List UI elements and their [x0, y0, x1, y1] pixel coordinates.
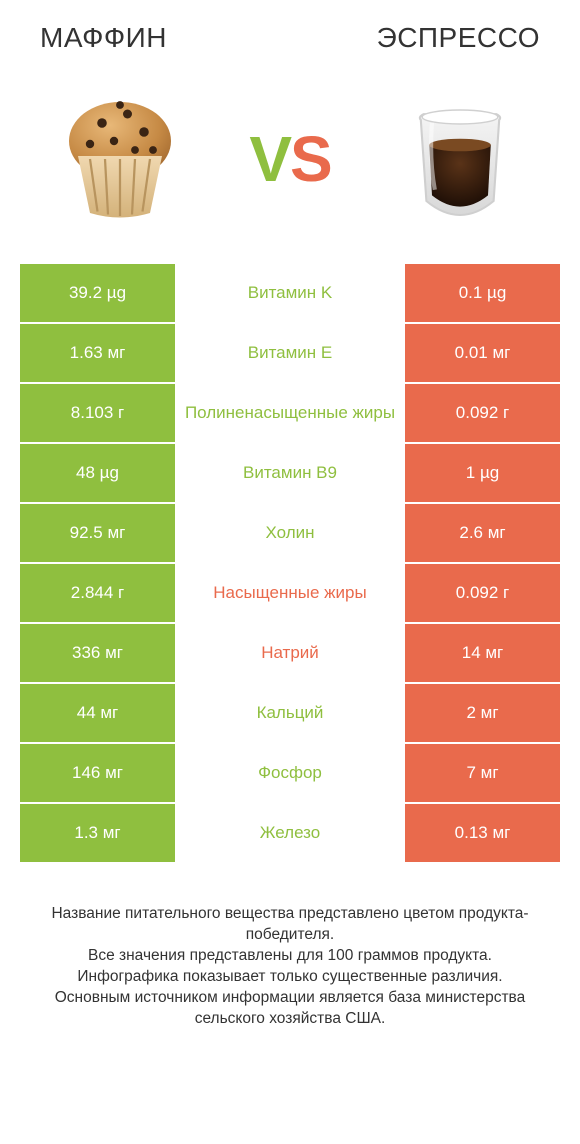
nutrient-label: Витамин B9 — [175, 444, 405, 502]
left-value: 1.3 мг — [20, 804, 175, 862]
left-value: 92.5 мг — [20, 504, 175, 562]
left-value: 1.63 мг — [20, 324, 175, 382]
right-value: 0.092 г — [405, 564, 560, 622]
table-row: 1.3 мгЖелезо0.13 мг — [20, 804, 560, 864]
table-row: 1.63 мгВитамин E0.01 мг — [20, 324, 560, 384]
left-value: 39.2 µg — [20, 264, 175, 322]
table-row: 336 мгНатрий14 мг — [20, 624, 560, 684]
left-value: 2.844 г — [20, 564, 175, 622]
nutrient-label: Натрий — [175, 624, 405, 682]
table-row: 8.103 гПолиненасыщенные жиры0.092 г — [20, 384, 560, 444]
table-row: 39.2 µgВитамин K0.1 µg — [20, 264, 560, 324]
nutrient-label: Фосфор — [175, 744, 405, 802]
right-value: 0.01 мг — [405, 324, 560, 382]
right-value: 1 µg — [405, 444, 560, 502]
footer-line: Основным источником информации является … — [30, 988, 550, 1030]
nutrient-table: 39.2 µgВитамин K0.1 µg1.63 мгВитамин E0.… — [20, 264, 560, 864]
table-row: 146 мгФосфор7 мг — [20, 744, 560, 804]
right-value: 0.13 мг — [405, 804, 560, 862]
left-product-title: МАФФИН — [40, 22, 167, 54]
left-value: 8.103 г — [20, 384, 175, 442]
nutrient-label: Холин — [175, 504, 405, 562]
table-row: 48 µgВитамин B91 µg — [20, 444, 560, 504]
nutrient-label: Железо — [175, 804, 405, 862]
nutrient-label: Кальций — [175, 684, 405, 742]
right-value: 14 мг — [405, 624, 560, 682]
nutrient-label: Витамин K — [175, 264, 405, 322]
footer-line: Все значения представлены для 100 граммо… — [30, 946, 550, 967]
vs-letter-s: S — [290, 123, 331, 195]
right-value: 2 мг — [405, 684, 560, 742]
nutrient-label: Насыщенные жиры — [175, 564, 405, 622]
right-product-title: ЭСПРЕССО — [377, 22, 540, 54]
right-value: 2.6 мг — [405, 504, 560, 562]
footer-notes: Название питательного вещества представл… — [0, 864, 580, 1030]
table-row: 2.844 гНасыщенные жиры0.092 г — [20, 564, 560, 624]
left-value: 146 мг — [20, 744, 175, 802]
nutrient-label: Витамин E — [175, 324, 405, 382]
footer-line: Инфографика показывает только существенн… — [30, 967, 550, 988]
footer-line: Название питательного вещества представл… — [30, 904, 550, 946]
vs-label: VS — [249, 122, 330, 196]
table-row: 44 мгКальций2 мг — [20, 684, 560, 744]
nutrient-label: Полиненасыщенные жиры — [175, 384, 405, 442]
right-value: 0.1 µg — [405, 264, 560, 322]
left-value: 48 µg — [20, 444, 175, 502]
hero-row: VS — [0, 64, 580, 264]
right-value: 0.092 г — [405, 384, 560, 442]
espresso-image — [380, 79, 540, 239]
vs-letter-v: V — [249, 123, 290, 195]
left-value: 44 мг — [20, 684, 175, 742]
right-value: 7 мг — [405, 744, 560, 802]
left-value: 336 мг — [20, 624, 175, 682]
table-row: 92.5 мгХолин2.6 мг — [20, 504, 560, 564]
header: МАФФИН ЭСПРЕССО — [0, 0, 580, 64]
muffin-image — [40, 79, 200, 239]
